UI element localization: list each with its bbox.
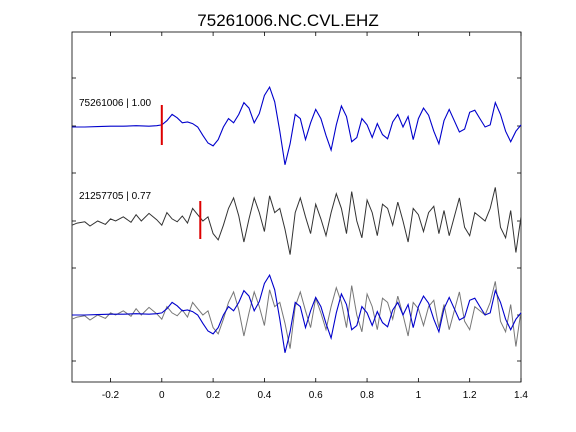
trace-2-line (71, 187, 522, 255)
x-tick-label: 1 (416, 390, 422, 401)
x-axis: -0.2 0 0.2 0.4 0.6 0.8 1 1.2 1.4 (102, 32, 528, 401)
overlay-trace-2-line (71, 281, 522, 349)
x-tick-label: -0.2 (102, 390, 120, 401)
trace-2-label: 21257705 | 0.77 (79, 191, 152, 202)
x-tick-label: 0.2 (206, 390, 220, 401)
x-tick-label: 0 (159, 390, 165, 401)
y-axis-ticks (72, 77, 521, 362)
trace-1-label: 75261006 | 1.00 (79, 98, 152, 109)
x-tick-label: 0.4 (257, 390, 271, 401)
x-tick-label: 1.2 (463, 390, 477, 401)
plot-frame (71, 31, 522, 383)
x-tick-label: 0.6 (309, 390, 323, 401)
trace-labels: 75261006 | 1.00 21257705 | 0.77 (79, 98, 152, 202)
chart-title: 75261006.NC.CVL.EHZ (197, 11, 378, 30)
x-tick-label: 0.8 (360, 390, 374, 401)
overlay-trace-1-line (72, 273, 522, 353)
x-tick-label: 1.4 (514, 390, 528, 401)
trace-layer (71, 85, 522, 353)
trace-1-line (72, 85, 522, 165)
